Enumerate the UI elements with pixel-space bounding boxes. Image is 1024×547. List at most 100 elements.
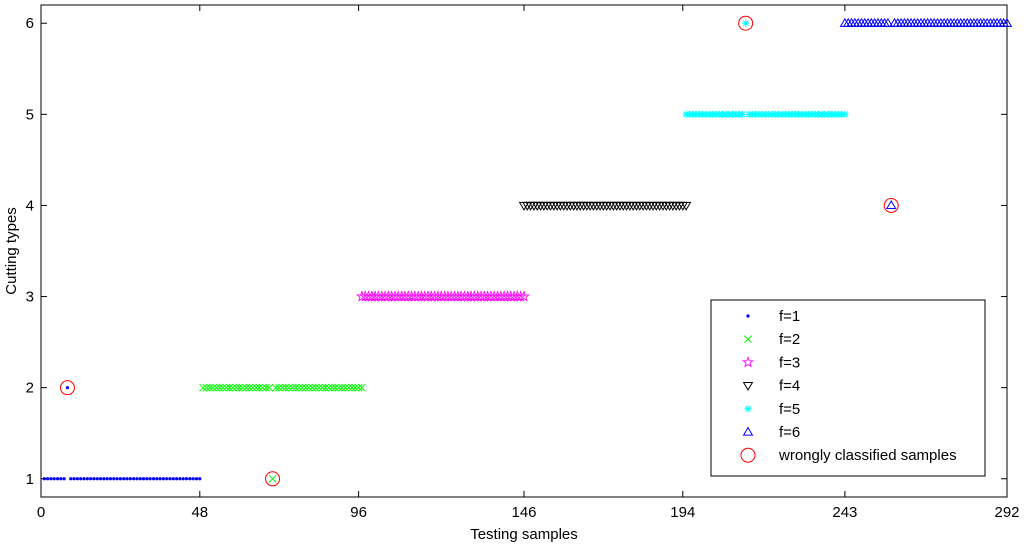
data-point-series-2	[235, 383, 244, 392]
data-point-series-1	[55, 477, 60, 481]
wrongly-classified-marker	[883, 197, 899, 213]
data-point-series-2	[281, 383, 290, 392]
x-axis-label: Testing samples	[470, 526, 578, 543]
data-point-series-1	[148, 477, 152, 481]
legend-marker-3	[742, 356, 754, 368]
data-point-series-1	[46, 477, 50, 481]
data-point-series-2	[245, 383, 254, 392]
data-point-series-1	[85, 477, 89, 481]
data-point-series-1	[62, 477, 66, 481]
data-point-series-1	[128, 477, 132, 481]
data-point-series-3	[518, 290, 530, 302]
data-point-series-1	[181, 477, 185, 481]
data-point-series-2	[248, 383, 257, 392]
data-point-series-2	[202, 383, 211, 392]
misclassified-point-series-2	[268, 474, 277, 483]
data-point-series-2	[285, 383, 294, 392]
data-point-series-2	[222, 383, 231, 392]
y-tick-label: 6	[26, 15, 34, 32]
data-point-series-2	[334, 383, 343, 392]
y-tick-label: 5	[26, 106, 34, 123]
data-point-series-5	[841, 110, 849, 118]
data-point-series-2	[199, 383, 208, 392]
data-point-series-2	[252, 383, 260, 392]
legend-marker-6	[742, 426, 754, 436]
data-point-series-2	[232, 383, 241, 392]
data-point-series-1	[158, 477, 162, 481]
legend-label-6: f=6	[779, 424, 800, 441]
misclassified-point-series-1	[65, 386, 70, 390]
data-point-series-1	[82, 477, 86, 481]
wrongly-classified-marker	[738, 15, 754, 31]
data-point-series-2	[215, 383, 224, 392]
data-point-series-2	[288, 383, 297, 392]
data-point-series-2	[242, 383, 251, 392]
data-point-series-1	[69, 477, 73, 481]
misclassified-point-series-5	[742, 19, 750, 27]
data-point-series-1	[191, 477, 195, 481]
x-tick-label: 194	[670, 504, 695, 521]
data-point-series-1	[89, 477, 93, 481]
data-point-series-2	[308, 383, 317, 392]
marks-layer	[42, 15, 1013, 487]
data-point-series-1	[151, 477, 156, 481]
legend-marker-5	[744, 405, 752, 413]
data-point-series-1	[92, 477, 96, 481]
data-point-series-1	[135, 477, 139, 481]
data-point-series-2	[238, 383, 247, 392]
data-point-series-2	[298, 383, 307, 392]
data-point-series-1	[102, 477, 106, 481]
data-point-series-5	[738, 110, 746, 118]
data-point-series-1	[161, 477, 166, 481]
data-point-series-2	[301, 383, 310, 392]
legend: f=1 f=2 f=3 f=4 f=5 f=6 wrongly classified sam…	[710, 299, 986, 477]
data-point-series-1	[112, 477, 116, 481]
data-point-series-1	[75, 477, 79, 481]
data-point-series-1	[188, 477, 192, 481]
x-tick-label: 48	[191, 504, 208, 521]
data-point-series-1	[108, 477, 113, 481]
ticks-layer: 0 48 96 146 194 243 292 1 2 3 4 5 6	[26, 5, 1020, 521]
data-point-series-2	[291, 383, 300, 392]
data-point-series-1	[194, 477, 199, 481]
data-point-series-1	[198, 477, 202, 481]
data-point-series-2	[258, 383, 267, 392]
data-point-series-2	[218, 383, 227, 392]
data-point-series-2	[205, 383, 214, 392]
data-point-series-4	[680, 201, 692, 211]
data-point-series-1	[118, 477, 122, 481]
data-point-series-1	[138, 477, 142, 481]
data-point-series-1	[79, 477, 83, 481]
legend-label-2: f=2	[779, 331, 800, 348]
legend-label-3: f=3	[779, 354, 800, 371]
data-point-series-2	[351, 383, 360, 392]
data-point-series-2	[271, 383, 280, 392]
data-point-series-2	[338, 383, 347, 392]
data-point-series-1	[98, 477, 103, 481]
y-axis-label: Cutting types	[3, 207, 20, 295]
wrongly-classified-marker	[59, 380, 75, 396]
data-point-series-2	[212, 383, 221, 392]
data-point-series-2	[209, 383, 217, 392]
data-point-series-2	[311, 383, 320, 392]
data-point-series-2	[328, 383, 337, 392]
data-point-series-1	[125, 477, 129, 481]
data-point-series-2	[344, 383, 353, 392]
data-point-series-2	[305, 383, 313, 392]
data-point-series-1	[59, 477, 63, 481]
data-point-series-1	[132, 477, 136, 481]
data-point-series-1	[171, 477, 175, 481]
legend-box	[710, 299, 986, 477]
y-tick-label: 1	[26, 471, 34, 488]
legend-marker-7	[740, 447, 756, 463]
legend-label-4: f=4	[779, 378, 800, 395]
data-point-series-1	[52, 477, 56, 481]
data-point-series-1	[122, 477, 126, 481]
data-point-series-1	[155, 477, 159, 481]
data-point-series-2	[255, 383, 264, 392]
y-tick-label: 2	[26, 380, 34, 397]
data-point-series-1	[165, 477, 169, 481]
data-point-series-1	[49, 477, 53, 481]
legend-marker-4	[742, 382, 754, 391]
data-point-series-1	[145, 477, 149, 481]
